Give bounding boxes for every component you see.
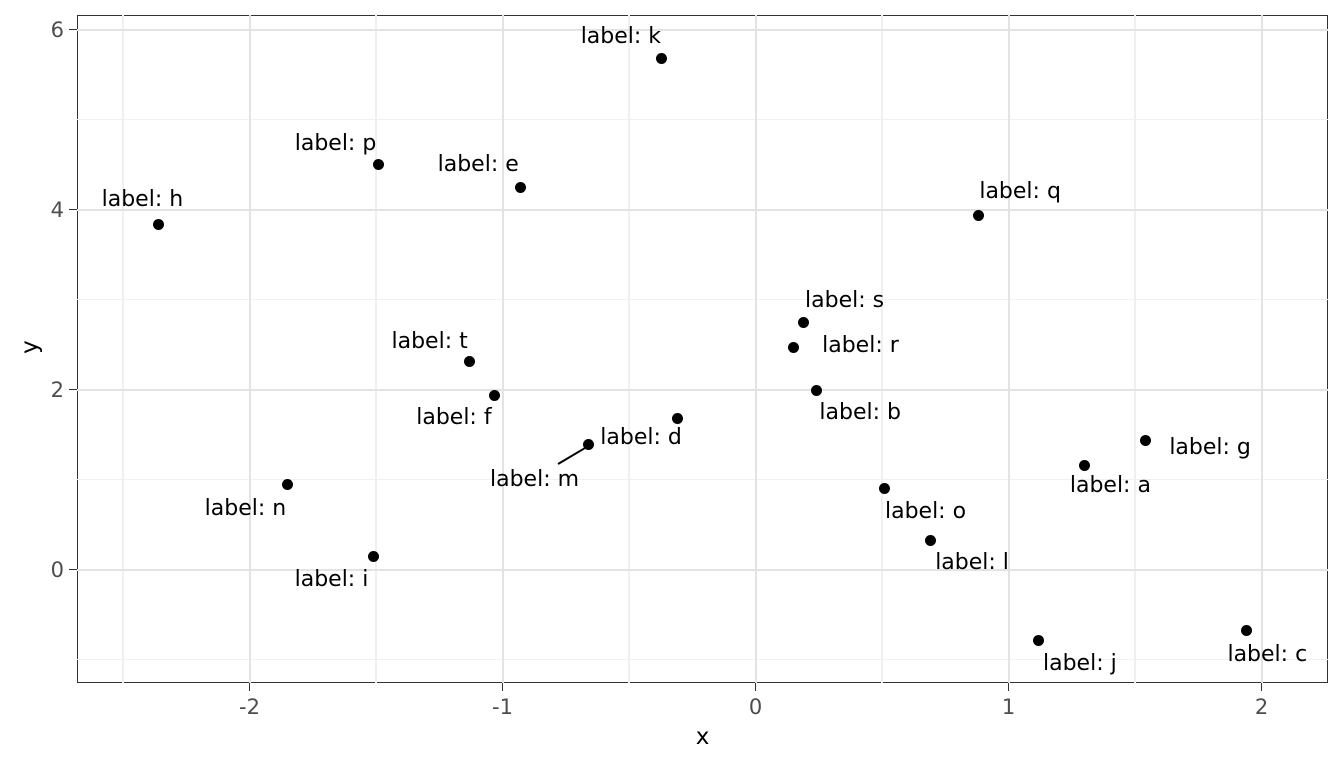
y-axis-tick bbox=[69, 208, 77, 211]
x-axis-tick-label: 1 bbox=[1001, 695, 1016, 719]
x-axis-title: x bbox=[695, 724, 710, 750]
x-axis-tick bbox=[1260, 683, 1263, 691]
x-axis-tick-label: 2 bbox=[1254, 695, 1269, 719]
x-axis-tick-label: -2 bbox=[239, 695, 260, 719]
y-axis-tick-label: 0 bbox=[50, 557, 64, 582]
y-axis-tick-label: 2 bbox=[50, 377, 64, 402]
x-axis-tick bbox=[754, 683, 757, 691]
y-axis-tick bbox=[69, 388, 77, 391]
x-axis-tick-label: -1 bbox=[492, 695, 513, 719]
y-axis-tick bbox=[69, 568, 77, 571]
x-axis-tick bbox=[1007, 683, 1010, 691]
x-axis-tick bbox=[248, 683, 251, 691]
y-axis-tick-label: 4 bbox=[50, 197, 64, 222]
x-axis-tick-label: 0 bbox=[748, 695, 763, 719]
y-axis-title: y bbox=[17, 340, 43, 354]
x-axis-tick bbox=[501, 683, 504, 691]
y-axis-tick-label: 6 bbox=[50, 17, 64, 42]
plot-panel bbox=[77, 15, 1328, 683]
y-axis-tick bbox=[69, 28, 77, 31]
